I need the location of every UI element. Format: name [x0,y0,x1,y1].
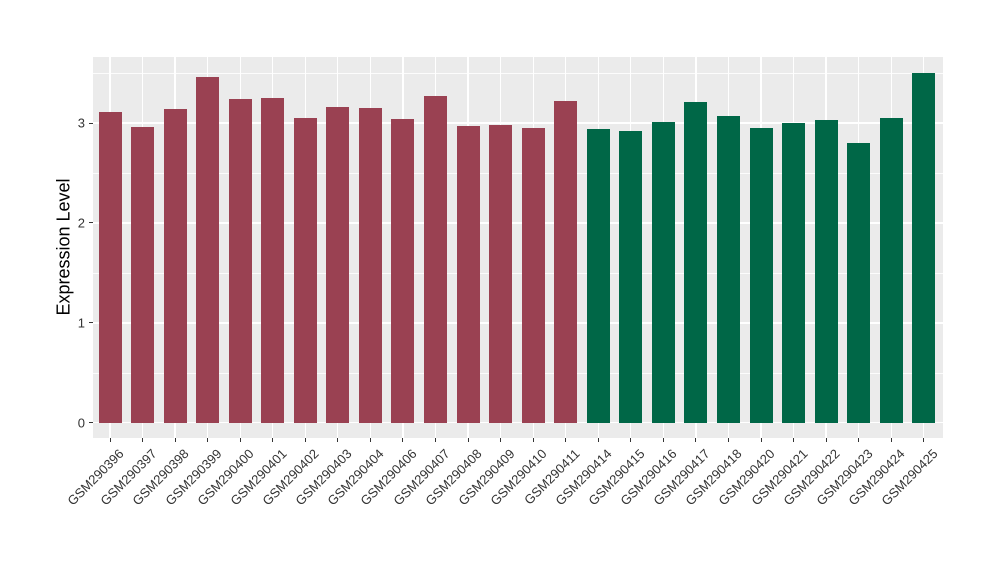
bar-GSM290409 [489,124,513,423]
x-tick-mark [760,438,762,442]
x-tick-mark [142,438,144,442]
y-tick-label: 2 [77,215,85,231]
minor-gridline [93,172,943,174]
bar-GSM290408 [456,125,480,423]
bar-GSM290423 [847,142,871,423]
major-gridline [93,222,943,224]
y-tick-label: 3 [77,115,85,131]
bar-GSM290406 [391,119,415,423]
y-tick-label: 0 [77,415,85,431]
bar-GSM290420 [749,127,773,423]
bar-GSM290417 [684,102,708,423]
bar-GSM290396 [98,112,122,423]
x-tick-mark [890,438,892,442]
x-tick-mark [597,438,599,442]
x-tick-mark [435,438,436,442]
minor-gridline [93,73,943,75]
y-tick-mark [89,422,93,424]
x-tick-mark [630,438,632,442]
bar-GSM290398 [163,109,187,423]
y-tick-label: 1 [77,315,85,331]
x-tick-mark [793,438,795,442]
x-tick-mark [467,438,469,442]
bar-GSM290399 [196,77,220,423]
major-gridline [93,122,943,124]
bar-GSM290401 [261,98,285,423]
major-gridline [93,322,943,324]
x-tick-mark [239,438,241,442]
x-tick-mark [727,438,729,442]
x-tick-mark [272,438,274,442]
x-tick-mark [109,438,111,442]
x-tick-mark [662,438,664,442]
bar-GSM290425 [912,73,936,423]
x-tick-mark [304,438,306,442]
x-tick-mark [825,438,827,442]
x-tick-mark [923,438,925,442]
x-tick-mark [532,438,534,442]
x-tick-mark [858,438,860,442]
y-axis-title: Expression Level [53,178,74,316]
y-tick-mark [89,222,93,224]
x-tick-mark [565,438,567,442]
x-tick-mark [337,438,339,442]
x-tick-mark [402,438,404,442]
bar-GSM290411 [554,101,578,423]
plot-panel [93,57,943,438]
y-tick-mark [89,122,93,124]
bar-GSM290404 [358,108,382,423]
bar-GSM290402 [293,118,317,423]
bar-GSM290424 [879,118,903,423]
bar-GSM290397 [131,126,155,423]
x-tick-mark [369,438,371,442]
bar-GSM290400 [228,99,252,423]
bar-GSM290403 [326,107,350,423]
x-tick-mark [695,438,697,442]
x-tick-mark [207,438,209,442]
bar-GSM290410 [521,127,545,423]
bar-GSM290422 [814,120,838,423]
minor-gridline [93,372,943,374]
bar-GSM290407 [424,96,447,423]
bar-GSM290421 [782,123,806,423]
y-tick-mark [89,322,93,324]
x-tick-mark [174,438,176,442]
bar-GSM290418 [716,116,740,423]
bar-GSM290416 [651,122,675,423]
major-gridline [93,421,943,424]
bar-GSM290414 [586,128,610,423]
x-tick-mark [500,438,502,442]
minor-gridline [93,272,943,274]
bar-GSM290415 [619,130,643,423]
